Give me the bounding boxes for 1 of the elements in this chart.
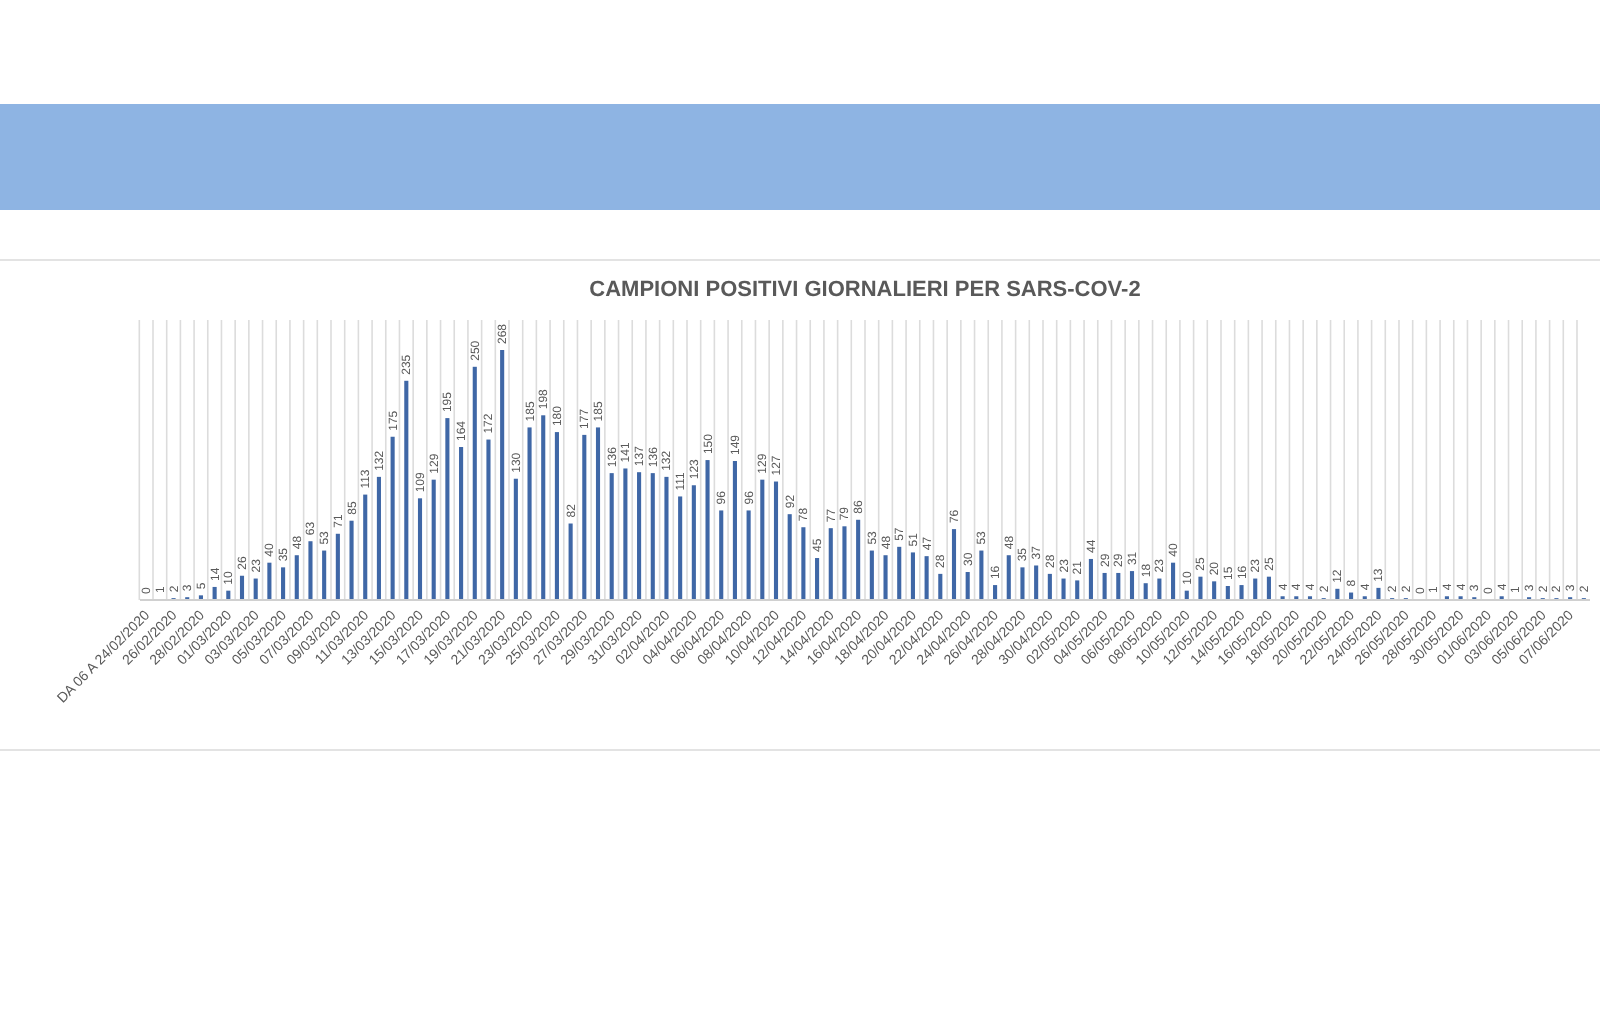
chart-title: CAMPIONI POSITIVI GIORNALIERI PER SARS-COV-2: [589, 278, 1141, 302]
